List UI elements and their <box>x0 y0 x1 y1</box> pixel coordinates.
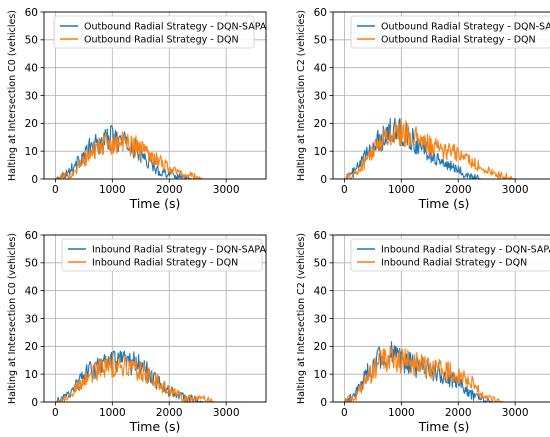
legend: Outbound Radial Strategy - DQN-SAPA Outbo… <box>53 15 267 49</box>
axes-frame <box>332 11 550 180</box>
x-axis-label: Time (s) <box>418 196 470 211</box>
x-tick-label: 2000 <box>445 184 472 196</box>
x-tick-label: 0 <box>52 184 59 196</box>
x-tick-label: 1000 <box>99 407 126 419</box>
legend-label: Inbound Radial Strategy - DQN <box>92 258 238 269</box>
legend-box <box>53 15 255 49</box>
legend-label: Inbound Radial Strategy - DQN-SAPA <box>92 245 266 256</box>
legend: Inbound Radial Strategy - DQN-SAPA Inboun… <box>350 238 550 272</box>
y-tick-label: 50 <box>314 35 327 47</box>
legend: Outbound Radial Strategy - DQN-SAPA Outbo… <box>350 15 550 49</box>
y-tick-label: 50 <box>25 258 38 270</box>
y-tick-label: 40 <box>25 62 38 74</box>
y-tick-label: 10 <box>25 146 38 158</box>
y-axis-label: Halting at Intersection C0 (vehicles) <box>7 233 18 404</box>
y-axis-label: Halting at Intersection C2 (vehicles) <box>296 10 307 181</box>
y-tick-label: 40 <box>25 285 38 297</box>
y-tick-label: 50 <box>314 258 327 270</box>
x-axis-label: Time (s) <box>129 196 181 211</box>
x-tick-label: 0 <box>341 407 348 419</box>
x-tick-label: 3000 <box>502 407 529 419</box>
x-tick-label: 3000 <box>213 184 240 196</box>
series-line-dqn <box>55 131 227 180</box>
axes-frame <box>43 234 267 403</box>
y-tick-label: 60 <box>314 230 327 242</box>
x-tick-label: 2000 <box>445 407 472 419</box>
x-tick-label: 2000 <box>156 184 183 196</box>
y-tick-label: 0 <box>320 174 327 186</box>
chart-panel-4: 0 1000 2000 3000 0 10 20 30 40 50 60 Time (s) Haltin… <box>296 230 550 434</box>
y-tick-label: 40 <box>314 285 327 297</box>
y-tick-label: 10 <box>314 146 327 158</box>
legend: Inbound Radial Strategy - DQN-SAPA Inboun… <box>61 238 266 272</box>
axes-frame <box>332 234 550 403</box>
y-tick-label: 30 <box>25 90 38 102</box>
y-tick-label: 20 <box>25 341 38 353</box>
x-tick-label: 3000 <box>502 184 529 196</box>
y-tick-label: 50 <box>25 35 38 47</box>
y-tick-label: 20 <box>314 118 327 130</box>
legend-label: Outbound Radial Strategy - DQN <box>381 35 536 46</box>
legend-label: Outbound Radial Strategy - DQN <box>84 35 239 46</box>
y-tick-label: 30 <box>25 313 38 325</box>
legend-label: Outbound Radial Strategy - DQN-SAPA <box>84 22 267 33</box>
y-tick-label: 40 <box>314 62 327 74</box>
legend-box <box>350 238 550 272</box>
y-axis-label: Halting at Intersection C0 (vehicles) <box>7 10 18 181</box>
y-tick-label: 60 <box>25 230 38 242</box>
x-axis-label: Time (s) <box>129 419 181 434</box>
y-tick-label: 20 <box>314 341 327 353</box>
y-tick-label: 10 <box>25 369 38 381</box>
y-tick-label: 60 <box>314 7 327 19</box>
series-line-dqn <box>344 345 516 403</box>
legend-label: Outbound Radial Strategy - DQN-SAPA <box>381 22 550 33</box>
y-tick-label: 30 <box>314 90 327 102</box>
axes-frame <box>43 11 267 180</box>
chart-panel-1: 0 1000 2000 3000 0 10 20 30 40 50 60 Time (s) Haltin… <box>7 7 267 211</box>
x-tick-label: 1000 <box>99 184 126 196</box>
y-tick-label: 0 <box>31 397 38 409</box>
legend-box <box>350 15 550 49</box>
legend-label: Inbound Radial Strategy - DQN <box>381 258 527 269</box>
legend-label: Inbound Radial Strategy - DQN-SAPA <box>381 245 550 256</box>
y-tick-label: 10 <box>314 369 327 381</box>
x-tick-label: 0 <box>341 184 348 196</box>
x-tick-label: 2000 <box>156 407 183 419</box>
chart-panel-3: 0 1000 2000 3000 0 10 20 30 40 50 60 Time (s) Haltin… <box>7 230 267 434</box>
chart-panel-2: 0 1000 2000 3000 0 10 20 30 40 50 60 Time (s) Haltin… <box>296 7 550 211</box>
x-tick-label: 0 <box>52 407 59 419</box>
series-line-dqn <box>344 118 516 180</box>
x-axis-label: Time (s) <box>418 419 470 434</box>
y-tick-label: 30 <box>314 313 327 325</box>
x-tick-label: 1000 <box>388 184 415 196</box>
x-tick-label: 1000 <box>388 407 415 419</box>
x-tick-label: 3000 <box>213 407 240 419</box>
y-tick-label: 20 <box>25 118 38 130</box>
y-tick-label: 0 <box>320 397 327 409</box>
y-axis-label: Halting at Intersection C2 (vehicles) <box>296 233 307 404</box>
y-tick-label: 0 <box>31 174 38 186</box>
legend-box <box>61 238 263 272</box>
y-tick-label: 60 <box>25 7 38 19</box>
